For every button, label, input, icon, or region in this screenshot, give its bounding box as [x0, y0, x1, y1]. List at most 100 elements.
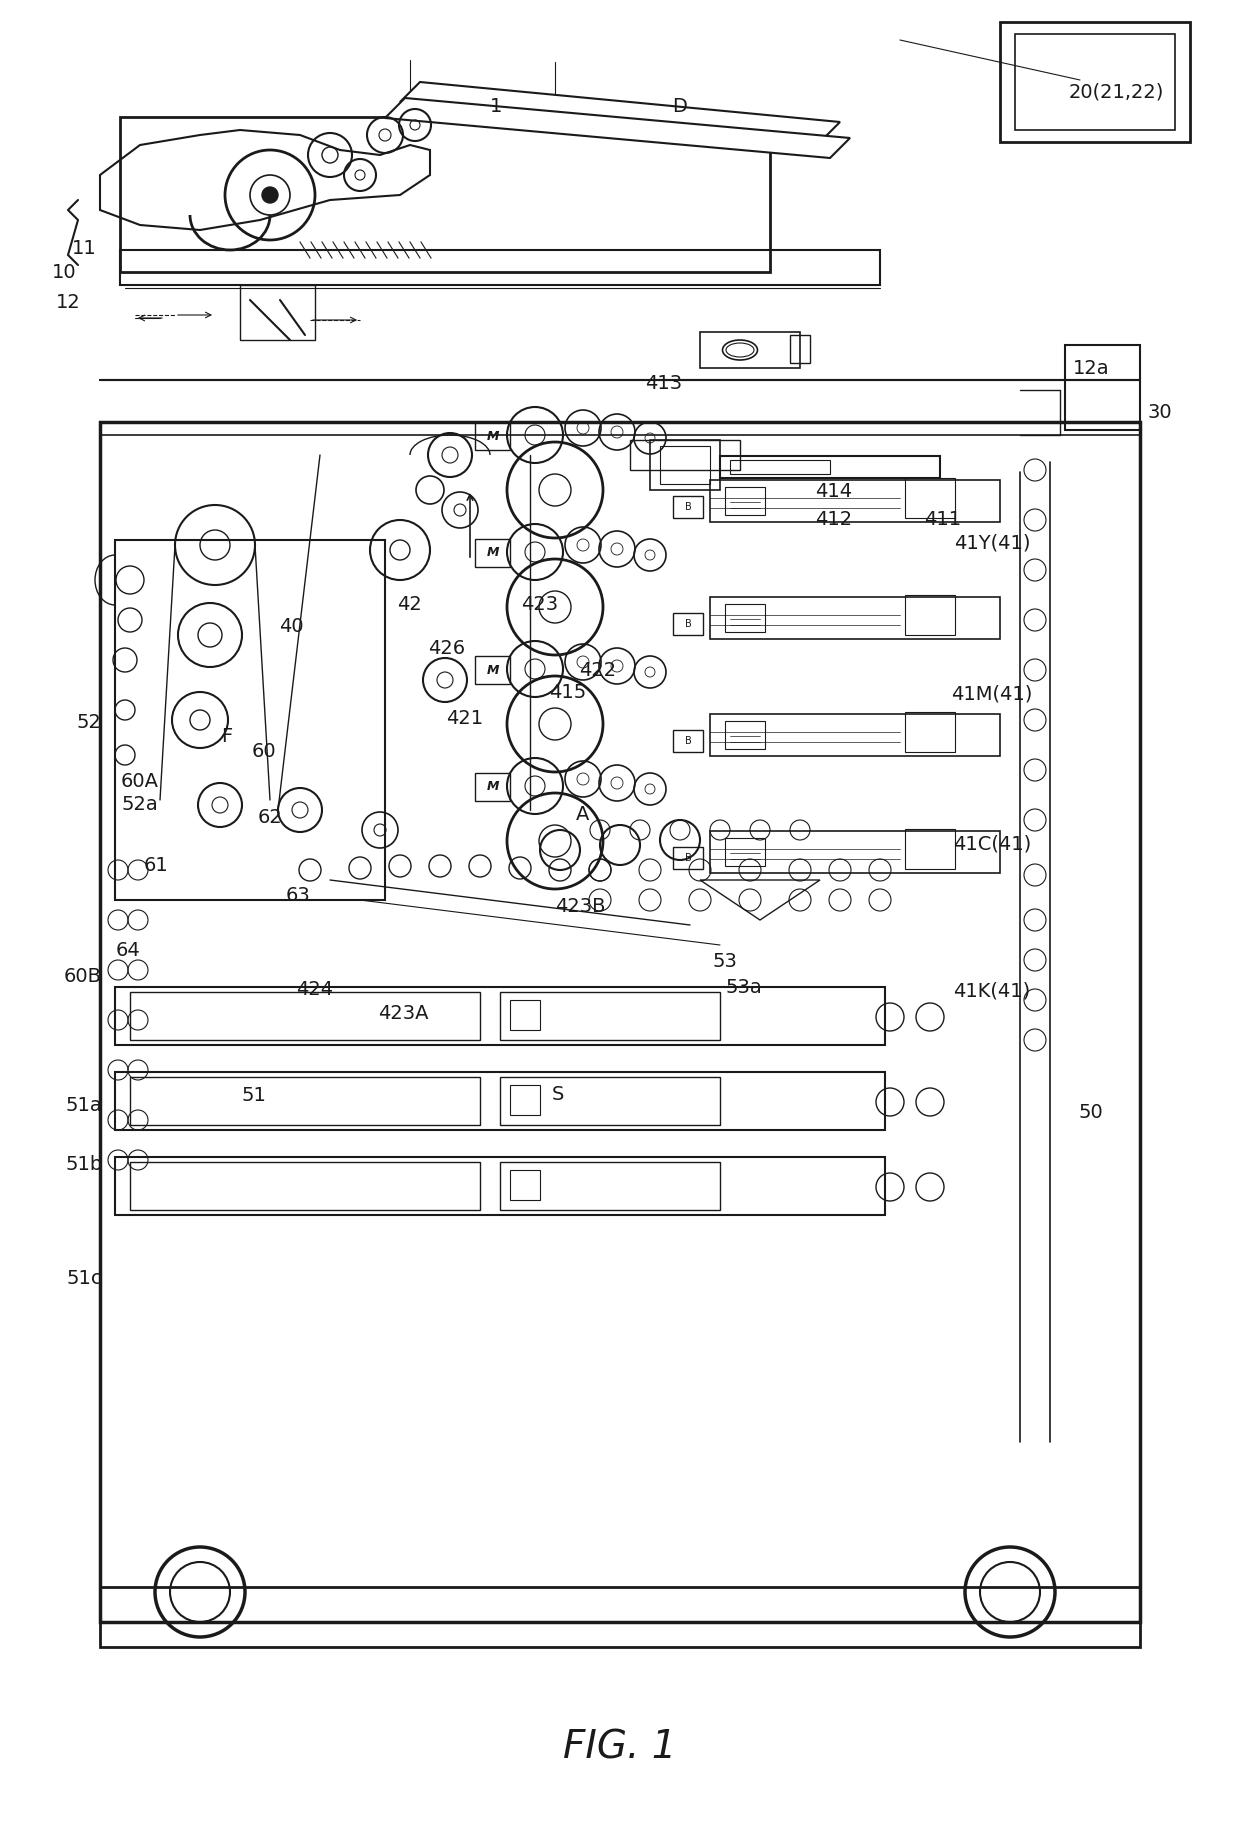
Text: 41Y(41): 41Y(41): [954, 534, 1030, 553]
Text: 426: 426: [428, 639, 465, 658]
Bar: [130, 993, 480, 1041]
Text: F: F: [221, 728, 233, 746]
Text: 51: 51: [242, 1087, 267, 1105]
Text: 51c: 51c: [67, 1269, 102, 1288]
Text: 11: 11: [72, 239, 97, 258]
Text: M: M: [487, 429, 500, 442]
Text: 64: 64: [115, 941, 140, 960]
Text: M: M: [487, 547, 500, 560]
Text: 30: 30: [1147, 403, 1172, 422]
Bar: [500, 1162, 720, 1210]
Bar: [500, 1078, 720, 1125]
Bar: [120, 118, 770, 273]
Text: 411: 411: [924, 510, 961, 529]
Text: 12: 12: [56, 293, 81, 311]
Text: 52: 52: [77, 713, 102, 731]
Bar: [650, 440, 720, 490]
Bar: [241, 286, 315, 341]
Text: 40: 40: [279, 617, 304, 635]
Bar: [475, 422, 510, 449]
Bar: [673, 613, 703, 635]
Text: 1: 1: [490, 98, 502, 116]
Text: 53: 53: [713, 952, 738, 971]
Bar: [130, 1162, 480, 1210]
Text: M: M: [487, 781, 500, 794]
Text: 60A: 60A: [122, 772, 159, 790]
Bar: [1016, 33, 1176, 131]
Bar: [510, 1170, 539, 1199]
Text: 20(21,22): 20(21,22): [1069, 83, 1163, 101]
Text: A: A: [577, 805, 589, 823]
Text: 41K(41): 41K(41): [954, 982, 1030, 1000]
Text: FIG. 1: FIG. 1: [563, 1728, 677, 1766]
Bar: [115, 987, 885, 1044]
Text: 63: 63: [285, 886, 310, 904]
Bar: [130, 1078, 480, 1125]
Text: 423B: 423B: [556, 897, 605, 915]
Bar: [725, 604, 765, 632]
Text: 412: 412: [815, 510, 852, 529]
Bar: [905, 595, 955, 635]
Text: 52a: 52a: [122, 796, 159, 814]
Text: 41M(41): 41M(41): [951, 685, 1033, 704]
Bar: [120, 251, 880, 286]
Text: 414: 414: [815, 483, 852, 501]
Bar: [999, 22, 1190, 142]
Text: 424: 424: [296, 980, 334, 998]
Text: 51a: 51a: [66, 1096, 103, 1114]
Bar: [673, 847, 703, 869]
Bar: [905, 713, 955, 752]
Bar: [100, 422, 1140, 1623]
Text: 422: 422: [579, 661, 616, 680]
Text: B: B: [684, 737, 692, 746]
Text: M: M: [487, 663, 500, 676]
Text: 60B: 60B: [64, 967, 102, 985]
Bar: [475, 774, 510, 801]
Bar: [115, 1072, 885, 1129]
Bar: [673, 729, 703, 752]
Bar: [115, 1157, 885, 1216]
Bar: [701, 332, 800, 368]
Bar: [711, 831, 999, 873]
Text: 423A: 423A: [378, 1004, 428, 1022]
Text: 415: 415: [549, 683, 587, 702]
Bar: [630, 440, 740, 470]
Text: 53a: 53a: [725, 978, 763, 997]
Bar: [905, 829, 955, 869]
Text: S: S: [552, 1085, 564, 1103]
Bar: [711, 481, 999, 521]
Text: 60: 60: [252, 742, 277, 761]
Text: B: B: [684, 503, 692, 512]
Text: 50: 50: [1079, 1103, 1104, 1122]
Bar: [725, 486, 765, 516]
Bar: [730, 460, 830, 473]
Text: 10: 10: [52, 263, 77, 282]
Bar: [720, 457, 940, 479]
Polygon shape: [401, 83, 839, 142]
Text: D: D: [672, 98, 687, 116]
Bar: [475, 656, 510, 683]
Text: 51b: 51b: [66, 1155, 103, 1173]
Text: 42: 42: [397, 595, 422, 613]
Bar: [725, 838, 765, 866]
Bar: [905, 479, 955, 518]
Bar: [1065, 344, 1140, 429]
Bar: [725, 720, 765, 750]
Text: 413: 413: [645, 374, 682, 392]
Bar: [711, 597, 999, 639]
Text: 62: 62: [258, 809, 283, 827]
Bar: [115, 540, 384, 901]
Bar: [500, 993, 720, 1041]
Text: 423: 423: [521, 595, 558, 613]
Circle shape: [262, 188, 278, 203]
Text: 61: 61: [144, 857, 169, 875]
Text: B: B: [684, 619, 692, 628]
Bar: [475, 540, 510, 567]
Bar: [790, 335, 810, 363]
Text: 421: 421: [446, 709, 484, 728]
Bar: [510, 1000, 539, 1030]
Bar: [510, 1085, 539, 1114]
Text: 12a: 12a: [1073, 359, 1110, 378]
Text: B: B: [684, 853, 692, 864]
Polygon shape: [384, 98, 849, 158]
